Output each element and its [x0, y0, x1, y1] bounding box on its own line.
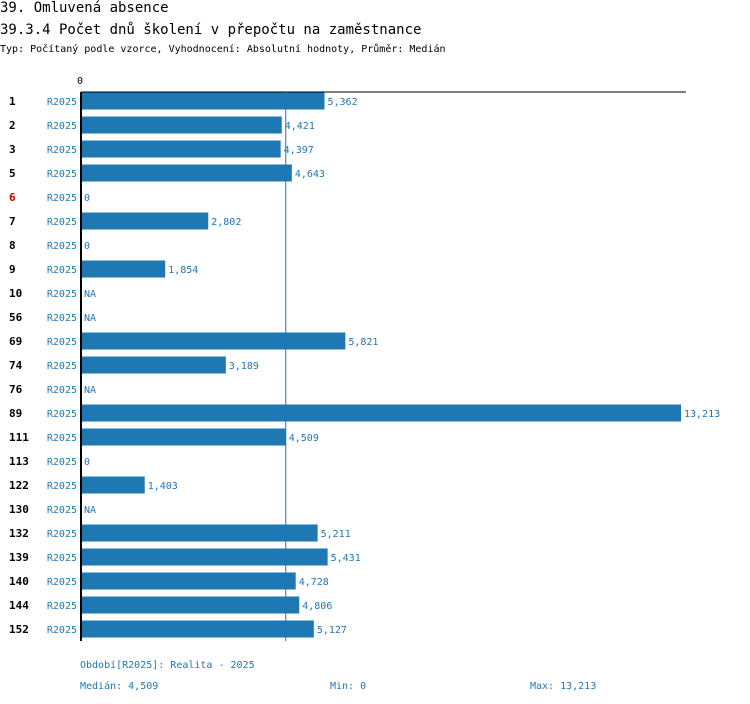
row-id-label: 69	[9, 335, 22, 348]
bar	[81, 116, 282, 134]
section-title: 39. Omluvená absence	[0, 0, 169, 16]
bar-value-label: 4,806	[302, 601, 332, 612]
row-id-label: 152	[9, 623, 29, 636]
bar-value-label: 0	[84, 193, 90, 204]
row-period-label: R2025	[47, 505, 77, 516]
row-period-label: R2025	[47, 169, 77, 180]
bar-value-label: 4,421	[285, 121, 315, 132]
row-period-label: R2025	[47, 577, 77, 588]
row-id-label: 144	[9, 599, 29, 612]
row-period-label: R2025	[47, 193, 77, 204]
bar-value-label: 0	[84, 241, 90, 252]
bar	[81, 92, 325, 110]
bar	[81, 548, 328, 566]
row-period-label: R2025	[47, 433, 77, 444]
row-id-label: 140	[9, 575, 29, 588]
bar	[81, 572, 296, 590]
footer-median: Medián: 4,509	[80, 681, 159, 692]
chart-subtitle: Typ: Počítaný podle vzorce, Vyhodnocení:…	[0, 44, 446, 55]
row-period-label: R2025	[47, 625, 77, 636]
bar-value-label: 13,213	[684, 409, 720, 420]
bar	[81, 476, 145, 494]
row-id-label: 6	[9, 191, 16, 204]
row-id-label: 74	[9, 359, 23, 372]
chart-title: 39.3.4 Počet dnů školení v přepočtu na z…	[0, 22, 422, 38]
bar	[81, 596, 300, 614]
row-id-label: 5	[9, 167, 16, 180]
row-period-label: R2025	[47, 313, 77, 324]
row-id-label: 3	[9, 143, 16, 156]
row-period-label: R2025	[47, 241, 77, 252]
bar-value-label: 4,643	[295, 169, 325, 180]
row-period-label: R2025	[47, 145, 77, 156]
row-id-label: 76	[9, 383, 23, 396]
row-id-label: 8	[9, 239, 16, 252]
row-id-label: 56	[9, 311, 23, 324]
bar-value-label: 0	[84, 457, 90, 468]
row-id-label: 9	[9, 263, 16, 276]
bar	[81, 260, 166, 278]
row-id-label: 132	[9, 527, 29, 540]
x-axis-zero-tick-label: 0	[77, 76, 83, 87]
bar-value-label: 5,362	[327, 97, 357, 108]
bar-value-label: 5,211	[321, 529, 351, 540]
row-period-label: R2025	[47, 289, 77, 300]
row-period-label: R2025	[47, 553, 77, 564]
row-period-label: R2025	[47, 361, 77, 372]
row-period-label: R2025	[47, 121, 77, 132]
row-period-label: R2025	[47, 217, 77, 228]
row-id-label: 111	[9, 431, 29, 444]
row-id-label: 130	[9, 503, 29, 516]
bar-value-label: NA	[84, 505, 96, 516]
row-id-label: 139	[9, 551, 29, 564]
bar	[81, 212, 209, 230]
row-period-label: R2025	[47, 265, 77, 276]
bar-value-label: 5,127	[317, 625, 347, 636]
bar	[81, 620, 314, 638]
row-id-label: 1	[9, 95, 16, 108]
row-period-label: R2025	[47, 97, 77, 108]
bar-value-label: NA	[84, 289, 96, 300]
bar-value-label: 5,431	[331, 553, 361, 564]
bar	[81, 404, 681, 422]
bar-value-label: 1,854	[168, 265, 198, 276]
row-period-label: R2025	[47, 337, 77, 348]
bar-value-label: 4,728	[299, 577, 329, 588]
row-period-label: R2025	[47, 457, 77, 468]
bar-value-label: 5,821	[348, 337, 378, 348]
row-period-label: R2025	[47, 481, 77, 492]
footer-period-note: Období[R2025]: Realita - 2025	[80, 660, 255, 671]
row-period-label: R2025	[47, 385, 77, 396]
bar	[81, 332, 346, 350]
row-id-label: 113	[9, 455, 29, 468]
row-id-label: 89	[9, 407, 22, 420]
bar	[81, 356, 226, 374]
bar-value-label: 1,403	[148, 481, 178, 492]
row-period-label: R2025	[47, 529, 77, 540]
row-id-label: 2	[9, 119, 16, 132]
row-id-label: 7	[9, 215, 16, 228]
bar-value-label: NA	[84, 313, 96, 324]
bar	[81, 428, 286, 446]
bar-value-label: 2,802	[211, 217, 241, 228]
row-period-label: R2025	[47, 409, 77, 420]
row-period-label: R2025	[47, 601, 77, 612]
bar-value-label: NA	[84, 385, 96, 396]
bar-value-label: 4,509	[289, 433, 319, 444]
bar	[81, 164, 292, 182]
footer-max: Max: 13,213	[530, 681, 597, 692]
bar-value-label: 4,397	[284, 145, 314, 156]
row-id-label: 10	[9, 287, 22, 300]
bar	[81, 524, 318, 542]
bar-value-label: 3,189	[229, 361, 259, 372]
bar	[81, 140, 281, 158]
row-id-label: 122	[9, 479, 29, 492]
footer-min: Min: 0	[330, 681, 367, 692]
